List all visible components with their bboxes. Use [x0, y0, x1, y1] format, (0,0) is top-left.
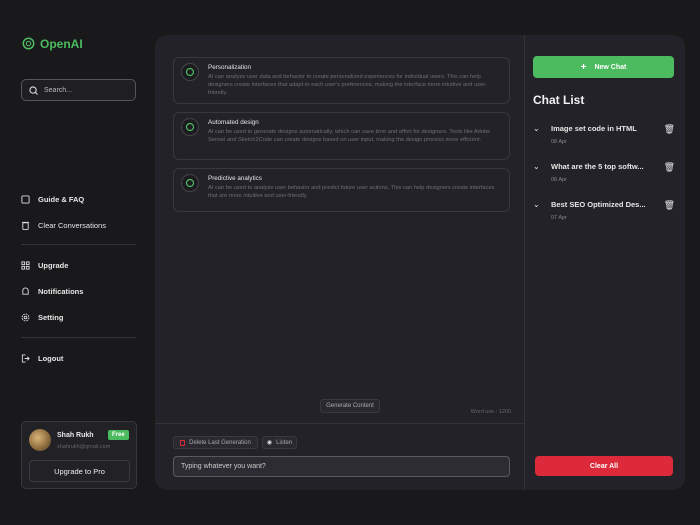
card-title: Predictive analytics [208, 175, 262, 182]
profile-name: Shah Rukh [57, 432, 94, 439]
avatar[interactable] [29, 429, 51, 451]
sidebar-item-clear[interactable]: Clear Conversations [21, 221, 106, 230]
chevron-down-icon[interactable]: ⌄ [533, 124, 540, 133]
openai-icon [181, 118, 199, 136]
plus-icon: + [580, 61, 587, 73]
grid-icon [21, 261, 30, 270]
sidebar-item-label: Notifications [38, 287, 84, 296]
chat-list-heading: Chat List [533, 93, 585, 107]
logout-icon [21, 354, 30, 363]
search-placeholder: Search... [44, 86, 73, 94]
sidebar-item-logout[interactable]: Logout [21, 354, 63, 363]
plan-badge: Free [108, 430, 129, 440]
clear-all-button[interactable]: Clear All [535, 456, 673, 476]
sidebar-item-setting[interactable]: Setting [21, 313, 63, 322]
chat-item[interactable]: ⌄ Best SEO Optimized Des... 07 Apr 🗑 [533, 200, 675, 221]
chat-item[interactable]: ⌄ What are the 5 top softw... 08 Apr 🗑 [533, 162, 675, 183]
suggestion-card[interactable]: Predictive analytics AI can be used to an… [173, 168, 510, 212]
prompt-input[interactable]: Typing whatever you want? [173, 456, 510, 477]
suggestion-card[interactable]: Personalization AI can analyze user data … [173, 57, 510, 104]
sidebar-item-guide[interactable]: Guide & FAQ [21, 195, 84, 204]
trash-icon[interactable]: 🗑 [663, 162, 675, 172]
profile-card: Shah Rukh shahrukh@gmail.com Free Upgrad… [21, 421, 137, 489]
trash-icon [21, 221, 30, 230]
new-chat-button[interactable]: + New Chat [533, 56, 674, 78]
openai-icon [22, 37, 35, 50]
listen-button[interactable]: ◉ Listen [262, 436, 297, 449]
sidebar-item-upgrade[interactable]: Upgrade [21, 261, 68, 270]
divider [21, 244, 136, 245]
card-text: AI can analyze user data and behavior to… [208, 74, 487, 96]
search-icon [29, 85, 38, 95]
main-panel: Personalization AI can analyze user data … [155, 35, 685, 490]
new-chat-label: New Chat [594, 63, 627, 71]
sidebar-item-label: Upgrade [38, 261, 69, 270]
trash-icon[interactable]: 🗑 [663, 124, 675, 134]
delete-label: Delete Last Generation [189, 439, 251, 446]
chevron-down-icon[interactable]: ⌄ [533, 200, 540, 209]
brand-name: OpenAI [40, 36, 83, 51]
sidebar-item-notifications[interactable]: Notifications [21, 287, 83, 296]
sidebar-item-label: Guide & FAQ [38, 195, 85, 204]
sidebar-item-label: Setting [38, 313, 64, 322]
profile-email: shahrukh@gmail.com [57, 444, 111, 450]
chat-date: 08 Apr [551, 139, 567, 145]
trash-icon[interactable]: 🗑 [663, 200, 675, 210]
logo[interactable]: OpenAI [21, 36, 83, 51]
openai-icon [181, 63, 199, 81]
sidebar-item-label: Clear Conversations [38, 221, 106, 230]
chat-date: 07 Apr [551, 215, 567, 221]
chevron-down-icon[interactable]: ⌄ [533, 162, 540, 171]
openai-icon [181, 174, 199, 192]
gear-icon [21, 313, 30, 322]
chat-date: 08 Apr [551, 177, 567, 183]
listen-label: Listen [276, 439, 293, 446]
card-text: AI can be used to generate designs autom… [208, 129, 491, 143]
panel-divider [524, 35, 525, 490]
suggestion-card[interactable]: Automated design AI can be used to genera… [173, 112, 510, 160]
chat-item[interactable]: ⌄ Image set code in HTML 08 Apr 🗑 [533, 124, 675, 145]
chat-title: What are the 5 top softw... [551, 162, 644, 171]
card-title: Personalization [208, 64, 252, 71]
search-input[interactable]: Search... [21, 79, 136, 101]
delete-last-generation-button[interactable]: Delete Last Generation [173, 436, 258, 449]
card-text: AI can be used to analyze user behavior … [208, 185, 495, 199]
sidebar-item-label: Logout [38, 354, 64, 363]
generate-content-button[interactable]: Generate Content [320, 399, 380, 413]
divider [155, 423, 524, 424]
speaker-icon: ◉ [266, 440, 273, 446]
divider [21, 337, 136, 338]
trash-icon [180, 439, 186, 446]
chat-title: Best SEO Optimized Des... [551, 200, 646, 209]
upgrade-to-pro-button[interactable]: Upgrade to Pro [29, 460, 130, 482]
book-icon [21, 195, 30, 204]
chat-title: Image set code in HTML [551, 124, 637, 133]
word-use: Word use : 1200 [470, 409, 511, 415]
card-title: Automated design [208, 119, 259, 126]
bell-icon [22, 287, 29, 295]
